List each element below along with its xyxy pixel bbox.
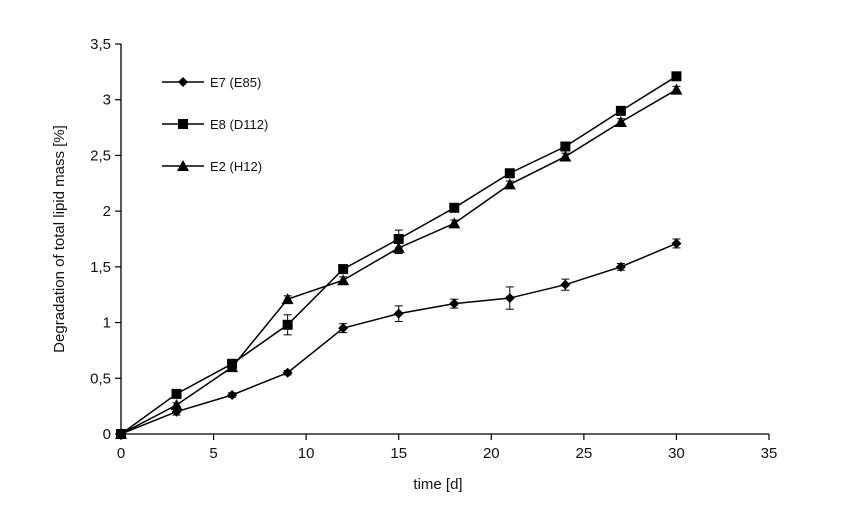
legend: E7 (E85) E8 (D112) E2 (H12) <box>162 75 268 174</box>
data-point-diamond <box>560 279 571 290</box>
data-point-square <box>338 264 349 275</box>
data-point-square <box>449 202 460 213</box>
x-tick-label: 30 <box>668 445 685 462</box>
y-tick-label: 3,5 <box>90 36 111 53</box>
y-tick-label: 0,5 <box>90 370 111 387</box>
y-axis-title: Degradation of total lipid mass [%] <box>51 125 68 353</box>
legend-marker-triangle <box>177 160 189 171</box>
series-line <box>120 75 677 435</box>
legend-item: E2 (H12) <box>162 159 262 174</box>
axes <box>120 44 769 435</box>
x-tick-label: 15 <box>390 445 407 462</box>
y-ticks: 0 0,5 1 1,5 2 2,5 3 3,5 <box>90 36 121 443</box>
data-point-square <box>615 105 626 116</box>
data-point-diamond <box>282 367 293 378</box>
series-line <box>120 242 677 435</box>
y-tick-label: 0 <box>103 426 111 443</box>
series-diamond <box>116 238 682 439</box>
x-axis-title: time [d] <box>413 476 462 493</box>
data-point-triangle <box>226 361 239 373</box>
x-tick-label: 20 <box>483 445 500 462</box>
legend-marker-diamond <box>178 77 188 87</box>
data-point-square <box>282 319 293 330</box>
legend-label: E8 (D112) <box>210 117 268 132</box>
data-point-diamond <box>504 293 515 304</box>
legend-marker-square <box>178 119 188 129</box>
series-line <box>120 89 677 435</box>
x-ticks: 0 5 10 15 20 25 30 35 <box>117 434 778 462</box>
legend-label: E2 (H12) <box>210 159 262 174</box>
data-point-triangle <box>559 150 572 162</box>
data-point-diamond <box>227 390 238 400</box>
y-tick-label: 2 <box>103 203 111 220</box>
data-point-triangle <box>614 116 627 127</box>
data-point-diamond <box>615 261 626 272</box>
data-point-square <box>393 234 404 244</box>
legend-item: E8 (D112) <box>162 117 268 132</box>
series-layer <box>115 71 683 439</box>
data-point-triangle <box>448 217 461 229</box>
y-tick-label: 1,5 <box>90 259 111 276</box>
y-tick-label: 3 <box>103 92 111 109</box>
series-square <box>116 71 682 439</box>
y-tick-label: 2,5 <box>90 147 111 164</box>
data-point-triangle <box>170 399 183 411</box>
y-tick-label: 1 <box>103 315 111 332</box>
x-tick-label: 5 <box>209 445 217 462</box>
x-tick-label: 0 <box>117 445 125 462</box>
x-tick-label: 25 <box>576 445 593 462</box>
data-point-square <box>560 141 571 152</box>
data-point-diamond <box>449 298 460 309</box>
data-point-triangle <box>670 83 683 95</box>
data-point-triangle <box>115 428 127 439</box>
data-point-square <box>671 71 682 82</box>
data-point-triangle <box>503 178 516 190</box>
series-triangle <box>115 83 683 439</box>
data-point-diamond <box>671 238 682 249</box>
legend-item: E7 (E85) <box>162 75 261 90</box>
data-point-triangle <box>392 241 405 253</box>
data-point-square <box>504 168 515 179</box>
x-tick-label: 10 <box>298 445 315 462</box>
data-point-triangle <box>281 293 294 305</box>
data-point-square <box>171 388 182 399</box>
data-point-triangle <box>337 274 350 286</box>
data-point-diamond <box>338 323 349 334</box>
legend-label: E7 (E85) <box>210 75 261 90</box>
data-point-diamond <box>393 308 404 319</box>
x-tick-label: 35 <box>761 445 778 462</box>
